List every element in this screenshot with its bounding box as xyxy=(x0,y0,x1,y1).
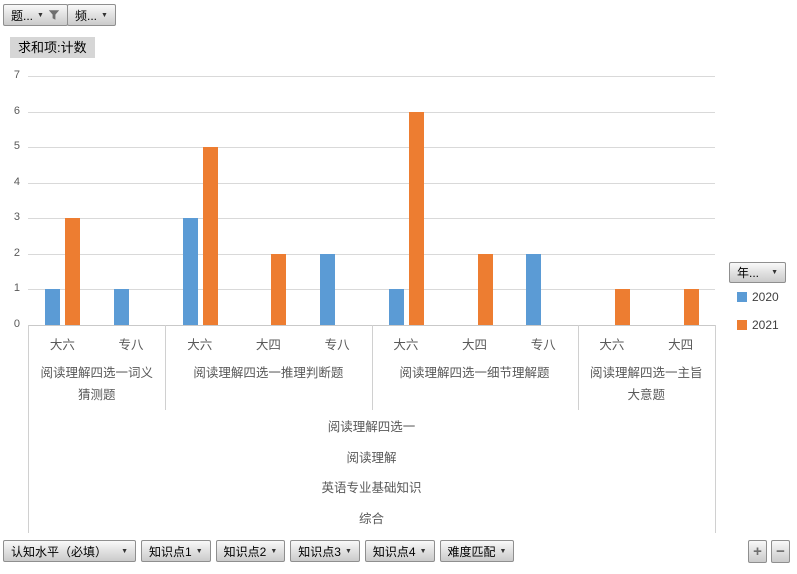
gridline-y5 xyxy=(28,147,715,149)
x-axis-group-label: 阅读理解四选一推理判断题 xyxy=(193,366,344,380)
field-button-difficulty-match[interactable]: 难度匹配 ▼ xyxy=(439,540,515,562)
bar-2020-专八-7[interactable] xyxy=(526,253,542,325)
gridline-y6 xyxy=(28,111,715,113)
legend-field-button-label: 年... xyxy=(737,266,760,280)
x-axis-outer-level-label: 阅读理解 xyxy=(346,450,397,465)
plus-icon: + xyxy=(753,543,762,560)
axis-frame-right xyxy=(715,325,716,533)
y-axis-tick-label: 0 xyxy=(13,318,20,330)
field-button-frequency[interactable]: 频... ▼ xyxy=(67,4,116,26)
field-button-knowledge-point-1-label: 知识点1 xyxy=(149,544,192,559)
chevron-down-icon: ▼ xyxy=(121,547,128,555)
legend-field-button-year[interactable]: 年... ▼ xyxy=(729,262,786,283)
x-axis-category-label: 大六 xyxy=(187,338,213,352)
expand-field-button[interactable]: + xyxy=(748,540,767,563)
legend-entry-label: 2020 xyxy=(752,290,779,304)
minus-icon: − xyxy=(776,543,785,560)
x-axis-category-label: 专八 xyxy=(324,338,350,352)
x-axis-group-label: 阅读理解四选一词义猜测题 xyxy=(40,366,153,402)
bar-2021-大六-5[interactable] xyxy=(408,111,424,325)
x-axis-category-label: 大四 xyxy=(668,338,694,352)
gridline-y2 xyxy=(28,253,715,255)
chevron-down-icon: ▼ xyxy=(37,11,44,19)
y-axis-tick-label: 5 xyxy=(13,140,20,153)
bar-2020-专八-4[interactable] xyxy=(320,253,336,325)
bar-2021-大四-9[interactable] xyxy=(683,289,699,325)
axis-frame-left xyxy=(28,325,29,533)
legend-entry-label: 2021 xyxy=(752,318,779,332)
legend-entry-2021: 2021 xyxy=(737,318,779,332)
field-button-knowledge-point-3-label: 知识点3 xyxy=(298,544,341,559)
field-button-knowledge-point-4-label: 知识点4 xyxy=(372,544,416,559)
axis-field-button-bar: 认知水平（必填） ▼ 知识点1 ▼ 知识点2 ▼ 知识点3 ▼ 知识点4 ▼ 难… xyxy=(3,540,515,562)
bar-2020-大六-2[interactable] xyxy=(182,218,198,325)
x-axis-category-label: 大四 xyxy=(255,338,281,352)
field-button-knowledge-point-4[interactable]: 知识点4 ▼ xyxy=(364,540,435,562)
x-axis-category-label: 专八 xyxy=(118,338,144,352)
legend-swatch-icon xyxy=(737,292,747,302)
field-button-knowledge-point-2-label: 知识点2 xyxy=(223,544,267,559)
x-axis-category-label: 大六 xyxy=(49,338,75,352)
field-button-cognitive-level[interactable]: 认知水平（必填） ▼ xyxy=(3,540,136,562)
bar-2020-专八-1[interactable] xyxy=(114,289,130,325)
x-axis-outer-level-label: 英语专业基础知识 xyxy=(321,481,422,496)
chevron-down-icon: ▼ xyxy=(195,547,203,555)
chevron-down-icon: ▼ xyxy=(419,547,427,555)
field-button-difficulty-match-label: 难度匹配 xyxy=(447,544,496,559)
bar-2021-大四-6[interactable] xyxy=(477,253,493,325)
bar-2020-大六-0[interactable] xyxy=(45,289,61,325)
field-button-cognitive-level-label: 认知水平（必填） xyxy=(11,544,108,559)
x-axis-category-label: 专八 xyxy=(530,338,556,352)
field-button-knowledge-point-1[interactable]: 知识点1 ▼ xyxy=(141,540,211,562)
collapse-field-button[interactable]: − xyxy=(771,540,790,563)
chevron-down-icon: ▼ xyxy=(499,547,507,555)
y-axis-tick-label: 1 xyxy=(13,282,20,295)
field-button-knowledge-point-2[interactable]: 知识点2 ▼ xyxy=(215,540,286,562)
chevron-down-icon: ▼ xyxy=(771,269,778,276)
values-field-label: 求和项:计数 xyxy=(10,37,95,58)
y-axis-tick-label: 2 xyxy=(13,246,20,259)
field-button-question-type[interactable]: 题... ▼ xyxy=(3,4,68,26)
x-axis-category-label: 大四 xyxy=(462,338,488,352)
axis-group-divider xyxy=(371,325,373,410)
bar-2021-大六-2[interactable] xyxy=(202,147,218,325)
field-button-question-type-label: 题... xyxy=(11,8,34,23)
y-axis-tick-label: 6 xyxy=(13,104,20,117)
chevron-down-icon: ▼ xyxy=(344,547,352,555)
bar-2021-大四-3[interactable] xyxy=(271,253,287,325)
x-axis-group-label: 阅读理解四选一主旨大意题 xyxy=(590,366,703,402)
gridline-y7 xyxy=(28,76,715,77)
bar-2021-大六-0[interactable] xyxy=(65,218,81,325)
field-button-frequency-label: 频... xyxy=(75,8,98,23)
y-axis-tick-label: 4 xyxy=(13,175,20,188)
axis-group-divider xyxy=(165,325,167,410)
y-axis-tick-label: 3 xyxy=(13,211,20,224)
gridline-y1 xyxy=(28,289,715,291)
y-axis-tick-label: 7 xyxy=(13,69,20,81)
chevron-down-icon: ▼ xyxy=(101,11,108,19)
expand-collapse-buttons: + − xyxy=(748,540,790,563)
axis-group-divider xyxy=(577,325,579,410)
gridline-y3 xyxy=(28,218,715,220)
x-axis-category-label: 大六 xyxy=(393,338,419,352)
field-button-knowledge-point-3[interactable]: 知识点3 ▼ xyxy=(290,540,360,562)
legend-entry-2020: 2020 xyxy=(737,290,779,304)
x-axis-outer-level-label: 综合 xyxy=(358,512,384,527)
filter-funnel-icon xyxy=(48,9,60,21)
gridline-y4 xyxy=(28,182,715,184)
x-axis-group-label: 阅读理解四选一细节理解题 xyxy=(399,366,550,380)
bar-2020-大六-5[interactable] xyxy=(388,289,404,325)
legend-swatch-icon xyxy=(737,320,747,330)
chevron-down-icon: ▼ xyxy=(270,547,278,555)
x-axis-category-label: 大六 xyxy=(599,338,625,352)
x-axis-outer-level-label: 阅读理解四选一 xyxy=(327,419,416,434)
bar-2021-大六-8[interactable] xyxy=(614,289,630,325)
